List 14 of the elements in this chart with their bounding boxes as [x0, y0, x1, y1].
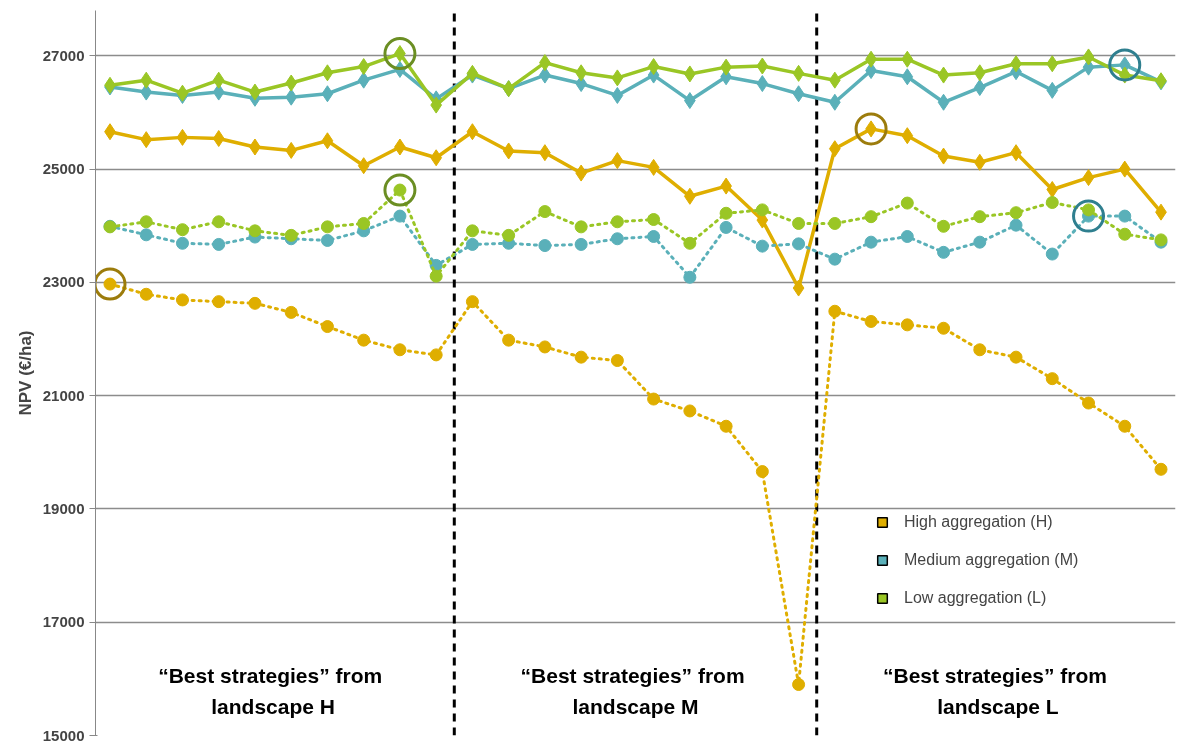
y-tick-label: 21000 [42, 386, 85, 404]
legend-label: Medium aggregation (M) [904, 551, 1079, 569]
y-tick-label: 15000 [42, 726, 85, 744]
annotation: “Best strategies” from landscape M [520, 663, 745, 718]
legend-label: High aggregation (H) [904, 513, 1053, 531]
y-tick-label: 19000 [42, 499, 85, 517]
y-axis-title: NPV (€/ha) [15, 330, 35, 416]
y-tick-label: 23000 [42, 273, 85, 291]
annotation: “Best strategies” from landscape H [158, 663, 383, 718]
y-tick-label: 17000 [42, 613, 85, 631]
legend-label: Low aggregation (L) [904, 589, 1047, 607]
annotation: “Best strategies” from landscape L [882, 663, 1108, 718]
y-tick-label: 25000 [42, 160, 85, 178]
y-tick-label: 27000 [42, 46, 85, 64]
